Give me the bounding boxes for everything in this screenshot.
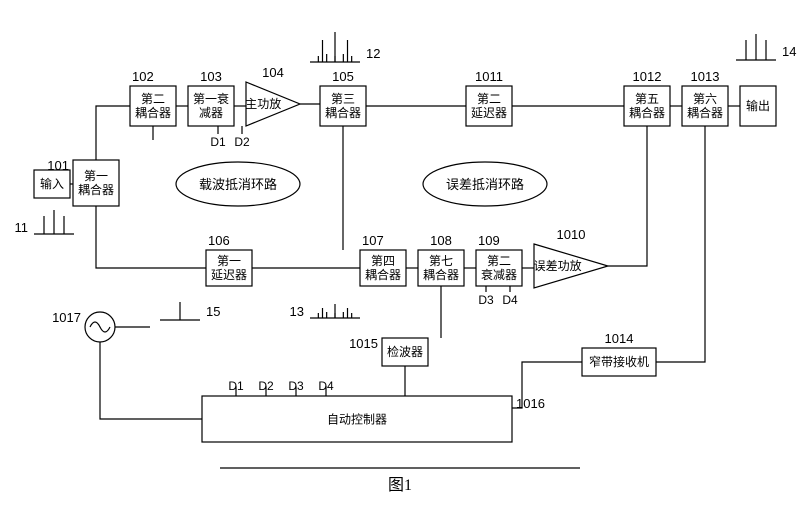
block-b104-num: 104: [262, 65, 284, 80]
block-b1013-num: 1013: [691, 69, 720, 84]
block-b109-num: 109: [478, 233, 500, 248]
ctrl-d3: D3: [288, 379, 304, 393]
d-bot-d3: D3: [478, 293, 494, 307]
block-b101-label: 第一: [84, 169, 108, 183]
block-b109-label: 第二: [487, 254, 511, 268]
block-b1013-label: 第六: [693, 92, 717, 106]
wire: [656, 126, 705, 362]
block-b104-label: 主功放: [245, 96, 281, 111]
block-b105-label: 耦合器: [325, 105, 361, 120]
spectrum-s11-num: 11: [15, 220, 29, 235]
ctrl-d4: D4: [318, 379, 334, 393]
d-top-d1: D1: [210, 135, 226, 149]
wire: [512, 362, 582, 408]
block-b1012-label: 第五: [635, 92, 659, 106]
block-b101-label: 耦合器: [78, 182, 114, 197]
block-b1011-label: 第二: [477, 92, 501, 106]
ctrl-d2: D2: [258, 379, 274, 393]
wire: [608, 126, 647, 266]
block-osc-num: 1017: [52, 310, 81, 325]
spectrum-s13-num: 13: [290, 304, 304, 319]
block-b1014-num: 1014: [605, 331, 634, 346]
block-bin-label: 输入: [40, 176, 64, 191]
block-b107-label: 第四: [371, 254, 395, 268]
block-b106-label: 延迟器: [211, 268, 247, 282]
block-b1016-label: 自动控制器: [327, 413, 387, 427]
block-b102-label: 第二: [141, 92, 165, 106]
d-top-d2: D2: [234, 135, 250, 149]
block-b1015-label: 检波器: [387, 344, 423, 359]
block-b1014-label: 窄带接收机: [589, 354, 649, 369]
block-b107-label: 耦合器: [365, 267, 401, 282]
block-b106-num: 106: [208, 233, 230, 248]
block-b106-label: 第一: [217, 254, 241, 268]
block-b1010-label: 误差功放: [534, 258, 582, 273]
block-b103-label: 第一衰: [193, 91, 229, 106]
block-bout-label: 输出: [746, 98, 770, 113]
spectrum-s14-num: 14: [782, 44, 796, 59]
wire: [100, 342, 202, 419]
loop-error-text: 误差抵消环路: [446, 177, 524, 192]
ctrl-d1: D1: [228, 379, 244, 393]
spectrum-s15-num: 15: [206, 304, 220, 319]
block-b108-label: 耦合器: [423, 267, 459, 282]
d-bot-d4: D4: [502, 293, 518, 307]
block-b102-label: 耦合器: [135, 105, 171, 120]
block-b1011-label: 延迟器: [471, 106, 507, 120]
block-b108-num: 108: [430, 233, 452, 248]
block-b103-num: 103: [200, 69, 222, 84]
block-b107-num: 107: [362, 233, 384, 248]
block-b105-label: 第三: [331, 92, 355, 106]
wire: [96, 106, 130, 160]
block-b1012-label: 耦合器: [629, 105, 665, 120]
loop-carrier-text: 载波抵消环路: [199, 177, 277, 192]
block-b1016-num: 1016: [516, 396, 545, 411]
figure-caption: 图1: [388, 477, 412, 494]
block-b1015-num: 1015: [349, 336, 378, 351]
block-b109-label: 衰减器: [481, 267, 517, 282]
wire: [96, 206, 206, 268]
block-b1011-num: 1011: [475, 69, 503, 84]
block-b105-num: 105: [332, 69, 354, 84]
block-b1010-num: 1010: [557, 227, 586, 242]
block-b102-num: 102: [132, 69, 154, 84]
block-b103-label: 减器: [199, 106, 223, 120]
block-b1012-num: 1012: [633, 69, 662, 84]
block-b1013-label: 耦合器: [687, 105, 723, 120]
spectrum-s12-num: 12: [366, 46, 380, 61]
block-b108-label: 第七: [429, 254, 453, 268]
